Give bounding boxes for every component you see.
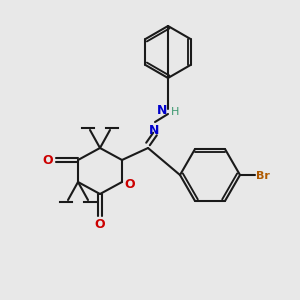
Text: Br: Br bbox=[256, 171, 270, 181]
Text: N: N bbox=[149, 124, 159, 137]
Text: H: H bbox=[171, 107, 179, 117]
Text: N: N bbox=[157, 103, 167, 116]
Text: O: O bbox=[95, 218, 105, 230]
Text: O: O bbox=[43, 154, 53, 166]
Text: O: O bbox=[125, 178, 135, 190]
